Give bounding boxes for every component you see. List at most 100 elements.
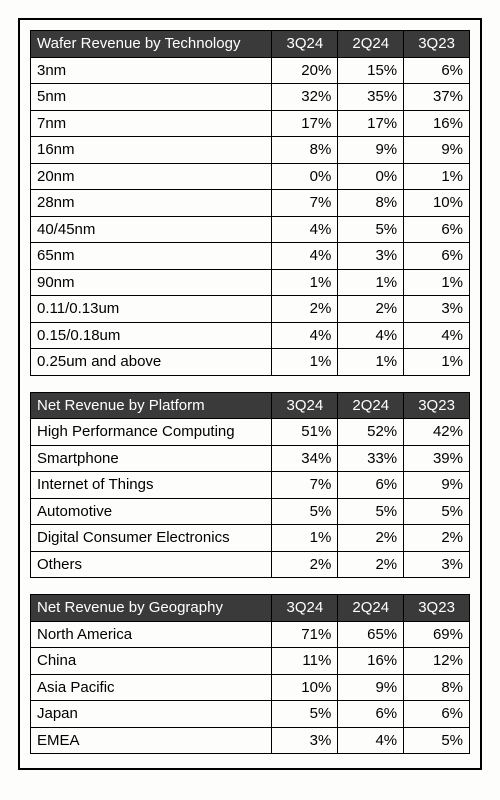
table-row: China11%16%12% [31, 648, 470, 675]
row-label: Smartphone [31, 445, 272, 472]
row-value: 3% [272, 727, 338, 754]
row-value: 1% [338, 269, 404, 296]
row-value: 11% [272, 648, 338, 675]
table-title: Wafer Revenue by Technology [31, 31, 272, 58]
row-label: 28nm [31, 190, 272, 217]
data-table: Net Revenue by Platform3Q242Q243Q23High … [30, 392, 470, 579]
row-value: 1% [272, 269, 338, 296]
row-value: 6% [404, 243, 470, 270]
row-label: 0.25um and above [31, 349, 272, 376]
period-header: 3Q23 [404, 595, 470, 622]
row-value: 51% [272, 419, 338, 446]
row-value: 20% [272, 57, 338, 84]
table-row: 0.11/0.13um2%2%3% [31, 296, 470, 323]
row-value: 5% [272, 498, 338, 525]
table-row: 28nm7%8%10% [31, 190, 470, 217]
table-row: Japan5%6%6% [31, 701, 470, 728]
row-value: 6% [338, 701, 404, 728]
row-value: 39% [404, 445, 470, 472]
row-value: 1% [272, 349, 338, 376]
row-value: 6% [404, 57, 470, 84]
row-value: 3% [338, 243, 404, 270]
period-header: 3Q24 [272, 595, 338, 622]
table-row: North America71%65%69% [31, 621, 470, 648]
row-value: 9% [338, 674, 404, 701]
row-value: 4% [404, 322, 470, 349]
row-value: 34% [272, 445, 338, 472]
table-row: Internet of Things7%6%9% [31, 472, 470, 499]
table-header-row: Wafer Revenue by Technology3Q242Q243Q23 [31, 31, 470, 58]
row-label: Others [31, 551, 272, 578]
row-label: 7nm [31, 110, 272, 137]
row-value: 1% [404, 269, 470, 296]
row-value: 5% [272, 701, 338, 728]
row-label: 0.11/0.13um [31, 296, 272, 323]
row-value: 2% [272, 551, 338, 578]
table-header-row: Net Revenue by Platform3Q242Q243Q23 [31, 392, 470, 419]
row-label: Automotive [31, 498, 272, 525]
tables-frame: Wafer Revenue by Technology3Q242Q243Q233… [18, 18, 482, 770]
row-value: 5% [338, 498, 404, 525]
row-value: 9% [404, 137, 470, 164]
row-value: 6% [404, 701, 470, 728]
table-row: 0.15/0.18um4%4%4% [31, 322, 470, 349]
row-value: 32% [272, 84, 338, 111]
row-value: 10% [404, 190, 470, 217]
row-value: 1% [404, 163, 470, 190]
period-header: 3Q23 [404, 31, 470, 58]
row-value: 8% [404, 674, 470, 701]
page-container: Wafer Revenue by Technology3Q242Q243Q233… [0, 0, 500, 788]
row-label: China [31, 648, 272, 675]
row-value: 9% [338, 137, 404, 164]
table-title: Net Revenue by Geography [31, 595, 272, 622]
row-value: 12% [404, 648, 470, 675]
row-value: 4% [338, 322, 404, 349]
table-row: Digital Consumer Electronics1%2%2% [31, 525, 470, 552]
row-value: 17% [272, 110, 338, 137]
row-value: 5% [404, 498, 470, 525]
row-value: 71% [272, 621, 338, 648]
row-label: 16nm [31, 137, 272, 164]
period-header: 3Q23 [404, 392, 470, 419]
row-value: 16% [404, 110, 470, 137]
table-row: 16nm8%9%9% [31, 137, 470, 164]
row-value: 65% [338, 621, 404, 648]
table-header-row: Net Revenue by Geography3Q242Q243Q23 [31, 595, 470, 622]
table-spacer [30, 376, 470, 392]
data-table: Net Revenue by Geography3Q242Q243Q23Nort… [30, 594, 470, 754]
row-value: 6% [338, 472, 404, 499]
row-value: 16% [338, 648, 404, 675]
period-header: 2Q24 [338, 31, 404, 58]
row-value: 3% [404, 296, 470, 323]
row-value: 4% [272, 322, 338, 349]
row-value: 4% [338, 727, 404, 754]
table-row: 20nm0%0%1% [31, 163, 470, 190]
table-row: 3nm20%15%6% [31, 57, 470, 84]
table-row: Others2%2%3% [31, 551, 470, 578]
row-value: 37% [404, 84, 470, 111]
row-label: EMEA [31, 727, 272, 754]
table-spacer [30, 578, 470, 594]
row-label: 90nm [31, 269, 272, 296]
row-value: 1% [272, 525, 338, 552]
table-row: 90nm1%1%1% [31, 269, 470, 296]
row-value: 7% [272, 472, 338, 499]
table-row: 7nm17%17%16% [31, 110, 470, 137]
row-value: 9% [404, 472, 470, 499]
row-label: 20nm [31, 163, 272, 190]
row-label: Internet of Things [31, 472, 272, 499]
row-label: Japan [31, 701, 272, 728]
row-value: 2% [272, 296, 338, 323]
period-header: 3Q24 [272, 392, 338, 419]
row-value: 1% [338, 349, 404, 376]
row-value: 3% [404, 551, 470, 578]
row-label: Digital Consumer Electronics [31, 525, 272, 552]
row-value: 17% [338, 110, 404, 137]
row-value: 0% [338, 163, 404, 190]
row-label: 0.15/0.18um [31, 322, 272, 349]
table-row: 0.25um and above1%1%1% [31, 349, 470, 376]
row-value: 33% [338, 445, 404, 472]
row-value: 2% [338, 296, 404, 323]
period-header: 2Q24 [338, 392, 404, 419]
row-value: 6% [404, 216, 470, 243]
